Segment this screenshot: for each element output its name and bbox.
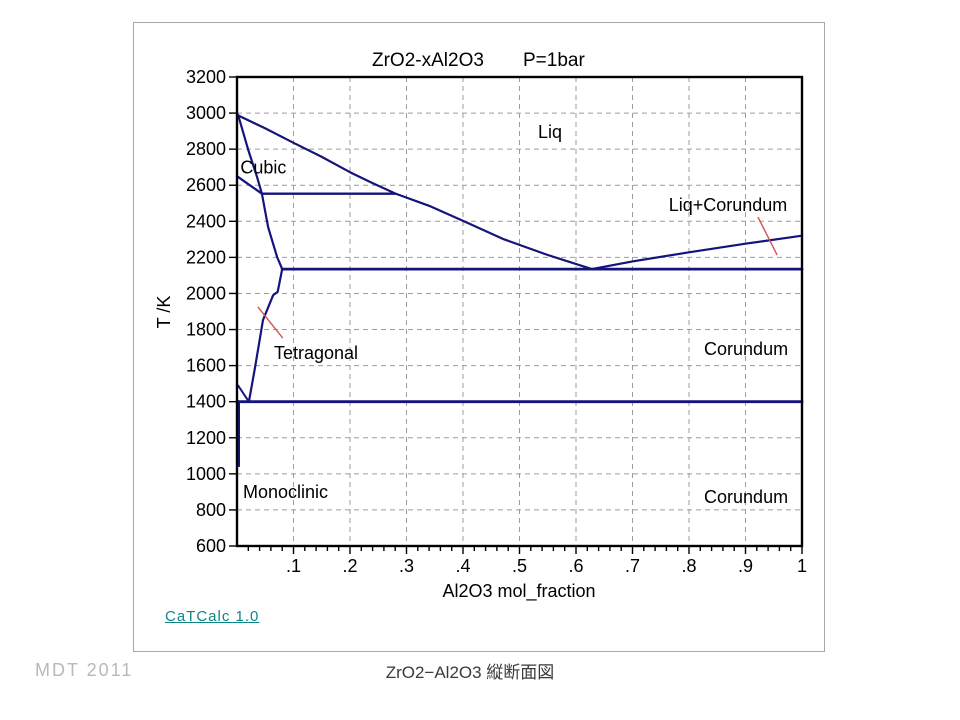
phase-label-cubic: Cubic: [240, 158, 286, 178]
credit-text: MDT 2011: [35, 660, 134, 680]
y-tick-label: 800: [196, 500, 226, 520]
y-tick-label: 2200: [186, 247, 226, 267]
slide-caption: ZrO2−Al2O3 縦断面図: [385, 663, 555, 682]
x-tick-label: 1: [797, 556, 807, 576]
y-tick-label: 1800: [186, 320, 226, 340]
y-tick-label: 2800: [186, 139, 226, 159]
x-tick-label: .7: [625, 556, 640, 576]
x-tick-label: .3: [399, 556, 414, 576]
x-tick-label: .1: [286, 556, 301, 576]
y-tick-label: 2400: [186, 211, 226, 231]
y-tick-label: 2000: [186, 283, 226, 303]
series-liquidus-left: [235, 113, 593, 271]
chart-title-pressure: P=1bar: [523, 50, 585, 71]
x-tick-label: .2: [342, 556, 357, 576]
axes-frame-layer: [235, 75, 804, 548]
phase-label-tetragonal: Tetragonal: [274, 343, 358, 363]
phase-label-corundum-upper: Corundum: [704, 339, 788, 359]
x-tick-label: .8: [681, 556, 696, 576]
phase-label-liq: Liq: [538, 122, 562, 142]
y-tick-label: 600: [196, 536, 226, 556]
chart-title: ZrO2-xAl2O3: [372, 50, 484, 71]
y-tick-label: 1400: [186, 392, 226, 412]
x-axis-label: Al2O3 mol_fraction: [442, 581, 595, 602]
x-tick-label: .9: [738, 556, 753, 576]
phase-boundary-layer: [235, 113, 804, 468]
liq-corundum-leader: [757, 216, 778, 256]
series-cubic-tetragonal-boundary: [235, 175, 263, 195]
phase-label-corundum-lower: Corundum: [704, 487, 788, 507]
tick-layer: .1.2.3.4.5.6.7.8.9 1600800100012001400160…: [186, 67, 807, 576]
series-cubic-solidus: [237, 113, 263, 195]
grid-layer: [237, 77, 802, 546]
catcalc-link[interactable]: CaTCalc 1.0: [165, 608, 260, 625]
series-tetragonal-solvus: [247, 192, 284, 403]
phase-label-monoclinic: Monoclinic: [243, 482, 328, 502]
x-tick-label: .6: [568, 556, 583, 576]
tetragonal-leader: [257, 306, 284, 339]
x-tick-label: .5: [512, 556, 527, 576]
y-tick-label: 1200: [186, 428, 226, 448]
series-liquidus-right: [590, 234, 804, 271]
y-tick-label: 3000: [186, 103, 226, 123]
series-tetragonal-monoclinic-wedge: [237, 384, 250, 403]
phase-label-layer: Liq Cubic Liq+Corundum Tetragonal Corundum Mo…: [240, 122, 788, 507]
plot-border: [235, 75, 804, 548]
y-tick-label: 1600: [186, 356, 226, 376]
y-tick-label: 2600: [186, 175, 226, 195]
phase-label-liq-corundum: Liq+Corundum: [669, 195, 788, 215]
y-tick-label: 1000: [186, 464, 226, 484]
x-tick-label: .4: [455, 556, 470, 576]
y-axis-label: T /K: [154, 296, 174, 329]
y-tick-label: 3200: [186, 67, 226, 87]
